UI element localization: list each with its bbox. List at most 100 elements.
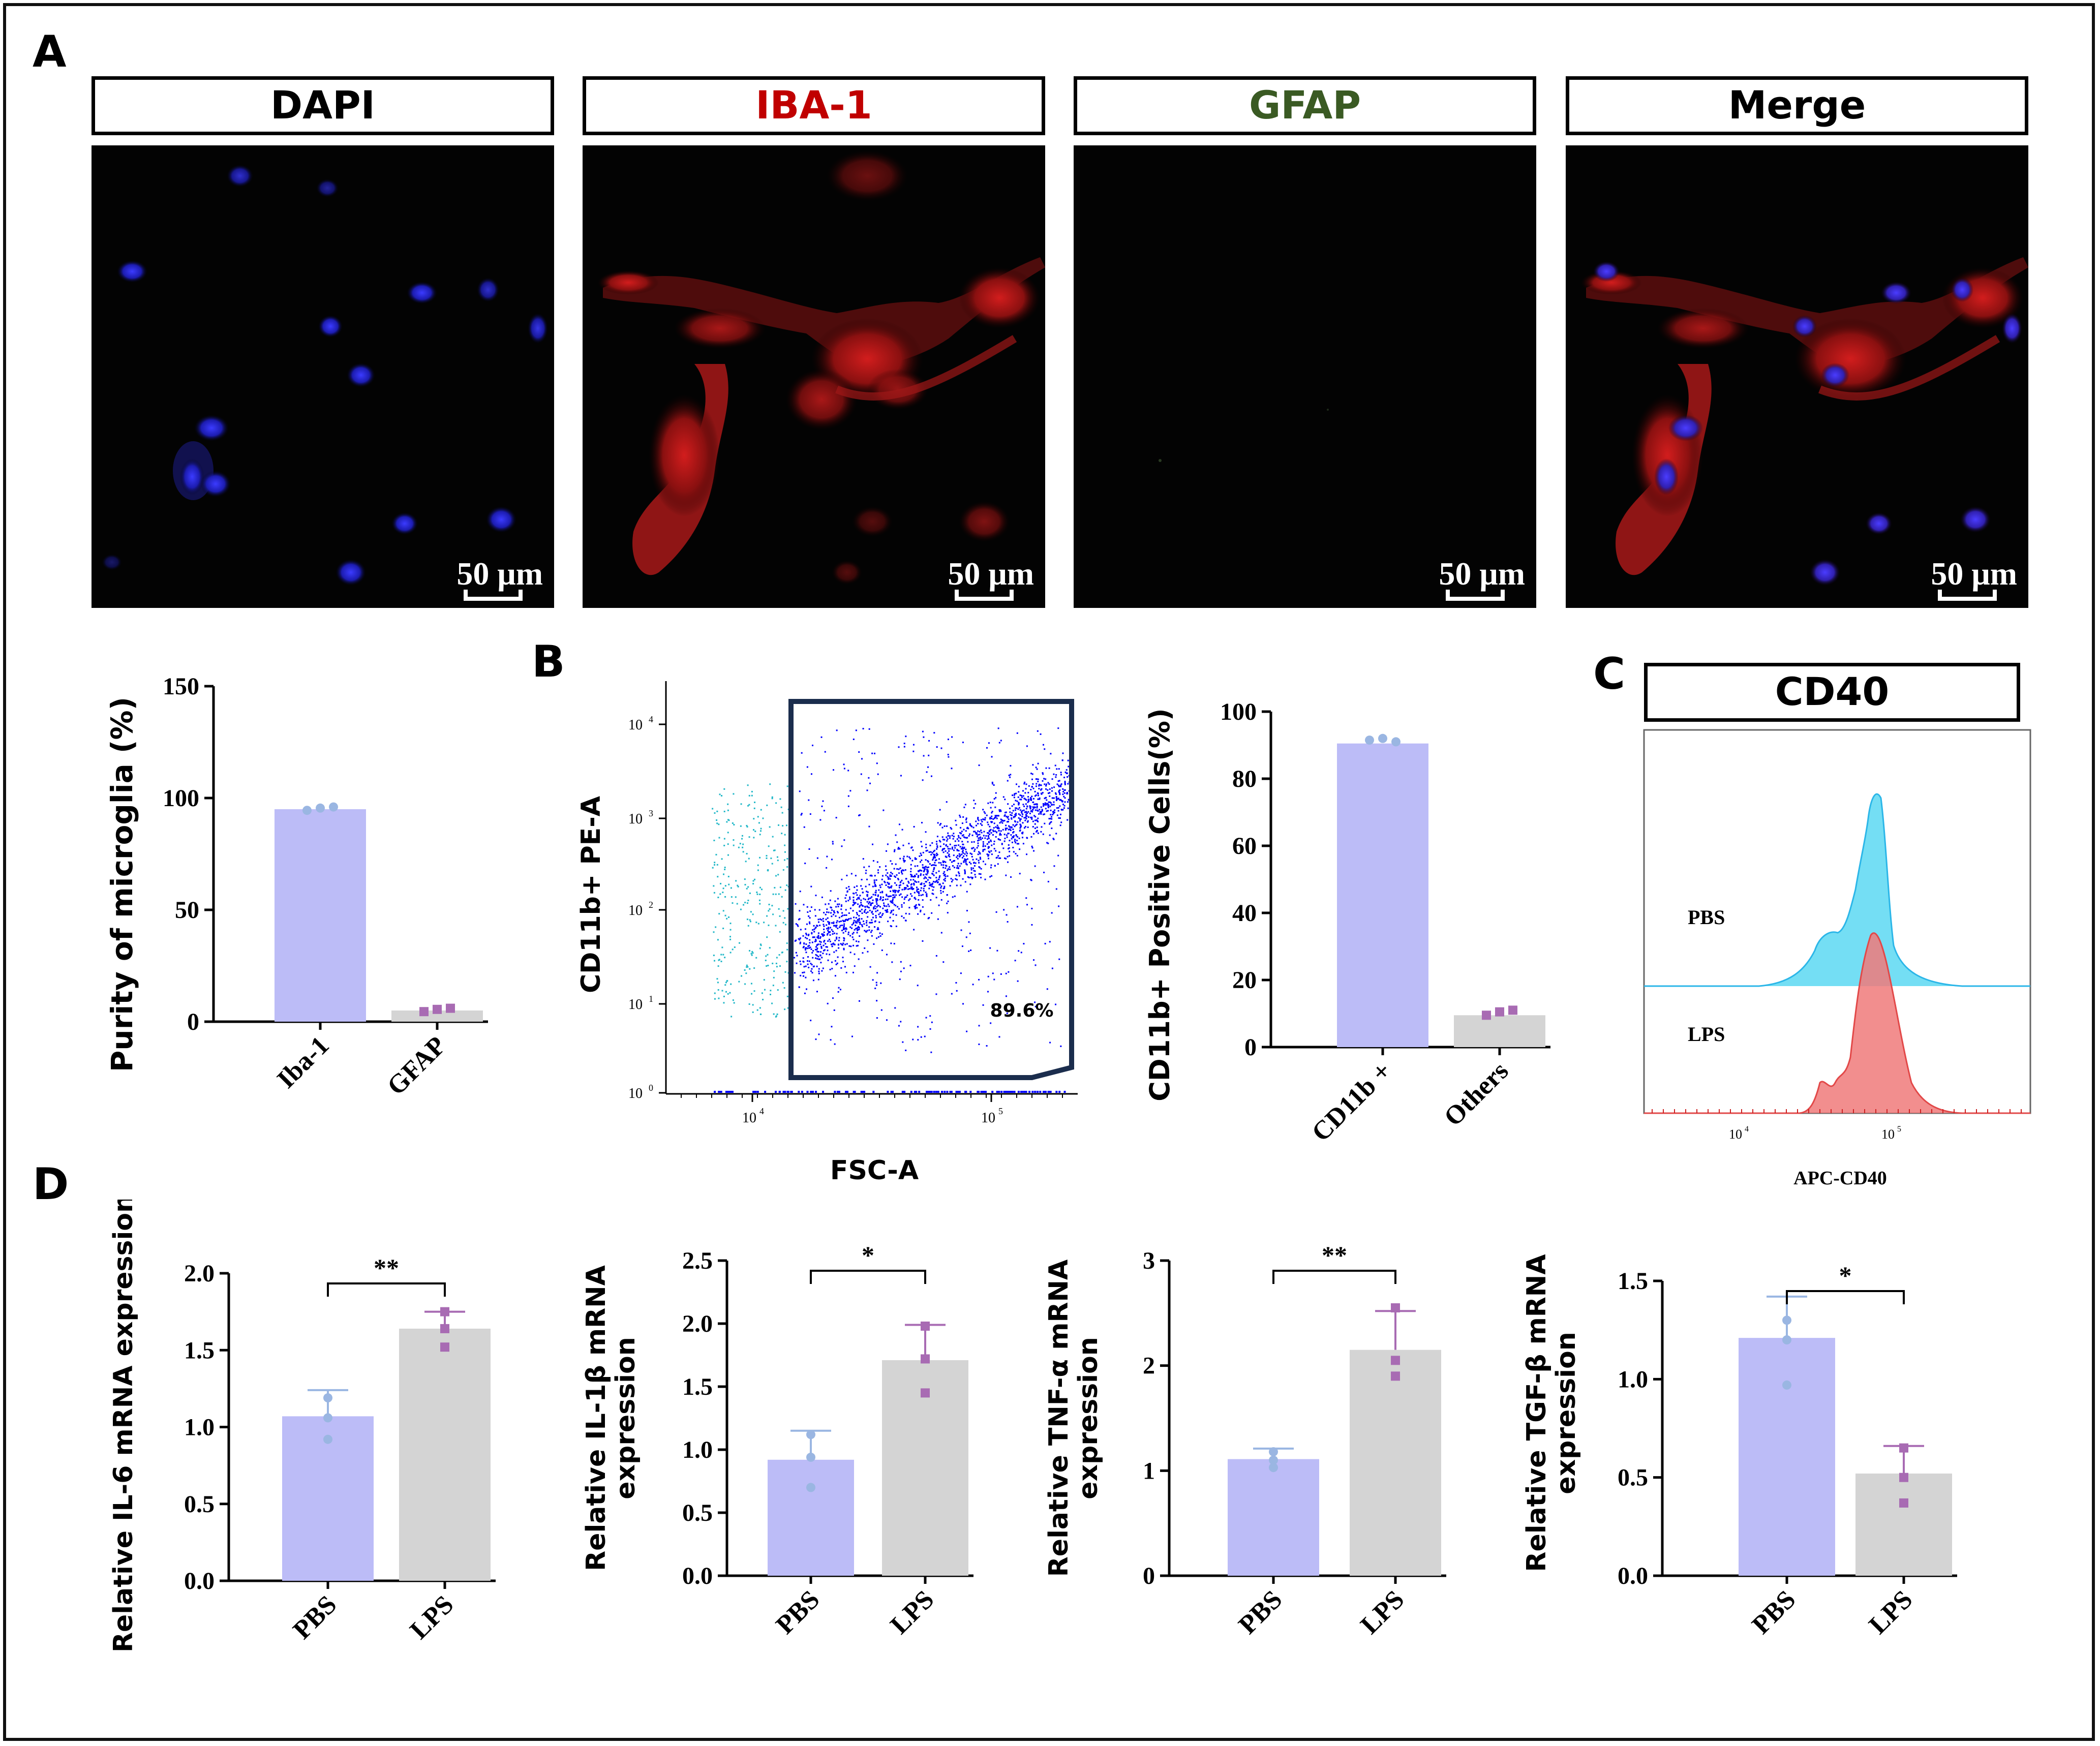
scatter-point	[831, 909, 833, 911]
scatter-point	[802, 960, 804, 962]
scatter-point	[858, 922, 860, 924]
scatter-point	[945, 875, 947, 877]
scatter-point	[983, 1091, 986, 1093]
scatter-point	[996, 828, 998, 830]
scatter-point	[1010, 765, 1012, 767]
scatter-point	[927, 766, 929, 768]
scatter-point	[1012, 832, 1014, 834]
y-tick-label: 0	[1244, 1034, 1257, 1061]
scatter-point	[858, 919, 860, 921]
scatter-point	[917, 876, 919, 878]
scatter-point	[782, 869, 784, 871]
scatter-point	[836, 911, 838, 913]
scatter-point	[1063, 795, 1065, 798]
scatter-point	[933, 732, 935, 734]
scatter-point	[1045, 788, 1047, 790]
scatter-point	[847, 933, 849, 935]
scatter-point	[856, 928, 858, 930]
scatter-point	[921, 821, 923, 823]
scatter-point	[845, 900, 847, 902]
scatter-point	[1032, 809, 1034, 811]
scatter-point	[742, 843, 744, 845]
scatter-point	[752, 913, 754, 915]
scatter-point	[821, 970, 823, 972]
scatter-point	[911, 889, 914, 891]
scatter-point	[868, 897, 870, 899]
scatter-point	[998, 1036, 1000, 1038]
scatter-point	[952, 865, 954, 867]
scatter-point	[998, 839, 1000, 841]
scatter-point	[1014, 814, 1016, 816]
scatter-point	[940, 890, 942, 892]
scatter-point	[894, 892, 896, 894]
scatter-point	[968, 921, 970, 923]
scatter-point	[844, 897, 846, 899]
scatter-point	[1049, 941, 1051, 943]
scatter-point	[721, 858, 723, 860]
scatter-point	[917, 985, 919, 987]
scatter-point	[841, 845, 843, 847]
scatter-point	[874, 752, 876, 754]
scatter-point	[859, 935, 861, 937]
scatter-point	[961, 835, 963, 837]
scatter-point	[805, 949, 807, 951]
scatter-point	[928, 740, 930, 742]
scatter-point	[959, 865, 961, 867]
scatter-point	[903, 917, 905, 919]
scatter-point	[1053, 801, 1055, 803]
scatter-point	[1018, 785, 1020, 787]
scatter-point	[895, 890, 897, 892]
scatter-point	[1044, 802, 1046, 804]
scatter-point	[1037, 794, 1039, 797]
scatter-point	[901, 873, 903, 875]
scatter-point	[1064, 783, 1066, 785]
scatter-point	[731, 1016, 733, 1018]
scatter-point	[830, 906, 832, 908]
scatter-point	[809, 910, 811, 912]
scatter-point	[935, 859, 937, 861]
scatter-point	[977, 817, 979, 819]
scatter-point	[965, 859, 967, 861]
scatter-point	[1055, 793, 1057, 795]
scatter-point	[799, 939, 801, 941]
scatter-point	[882, 902, 885, 904]
scatter-point	[894, 896, 896, 898]
scatter-point	[926, 874, 928, 876]
scatter-point	[835, 949, 837, 952]
scatter-point	[720, 954, 722, 956]
scatter-point	[851, 1035, 853, 1037]
scatter-point	[1061, 800, 1063, 802]
scatter-point	[920, 873, 922, 875]
scatter-point	[929, 1028, 931, 1030]
scatter-point	[947, 753, 949, 755]
scatter-point	[786, 961, 788, 963]
scatter-point	[925, 891, 927, 893]
scatter-point	[826, 946, 828, 948]
scatter-point	[806, 1091, 809, 1093]
scatter-point	[773, 976, 775, 978]
scatter-point	[936, 845, 938, 847]
scatter-point	[825, 903, 827, 905]
scatter-point	[1011, 1091, 1014, 1093]
scatter-point	[729, 929, 732, 931]
scatter-point	[866, 895, 868, 897]
scatter-point	[727, 843, 729, 845]
scatter-point	[881, 892, 884, 894]
scatter-point	[782, 910, 784, 912]
scatter-point	[1020, 818, 1022, 820]
scatter-point	[940, 862, 942, 864]
scatter-point	[829, 968, 831, 970]
scatter-point	[1009, 840, 1011, 842]
scatter-point	[898, 868, 900, 870]
scatter-point	[903, 870, 905, 872]
scatter-point	[754, 801, 756, 803]
y-axis-title: Relative TNF-α mRNA	[1044, 1260, 1074, 1577]
scatter-point	[1057, 784, 1059, 786]
scatter-point	[958, 850, 960, 852]
scatter-point	[760, 828, 762, 830]
scatter-point	[965, 819, 967, 821]
scatter-point	[895, 876, 897, 878]
scatter-point	[904, 860, 906, 862]
scatter-point	[975, 803, 977, 805]
data-point	[1391, 1371, 1400, 1381]
